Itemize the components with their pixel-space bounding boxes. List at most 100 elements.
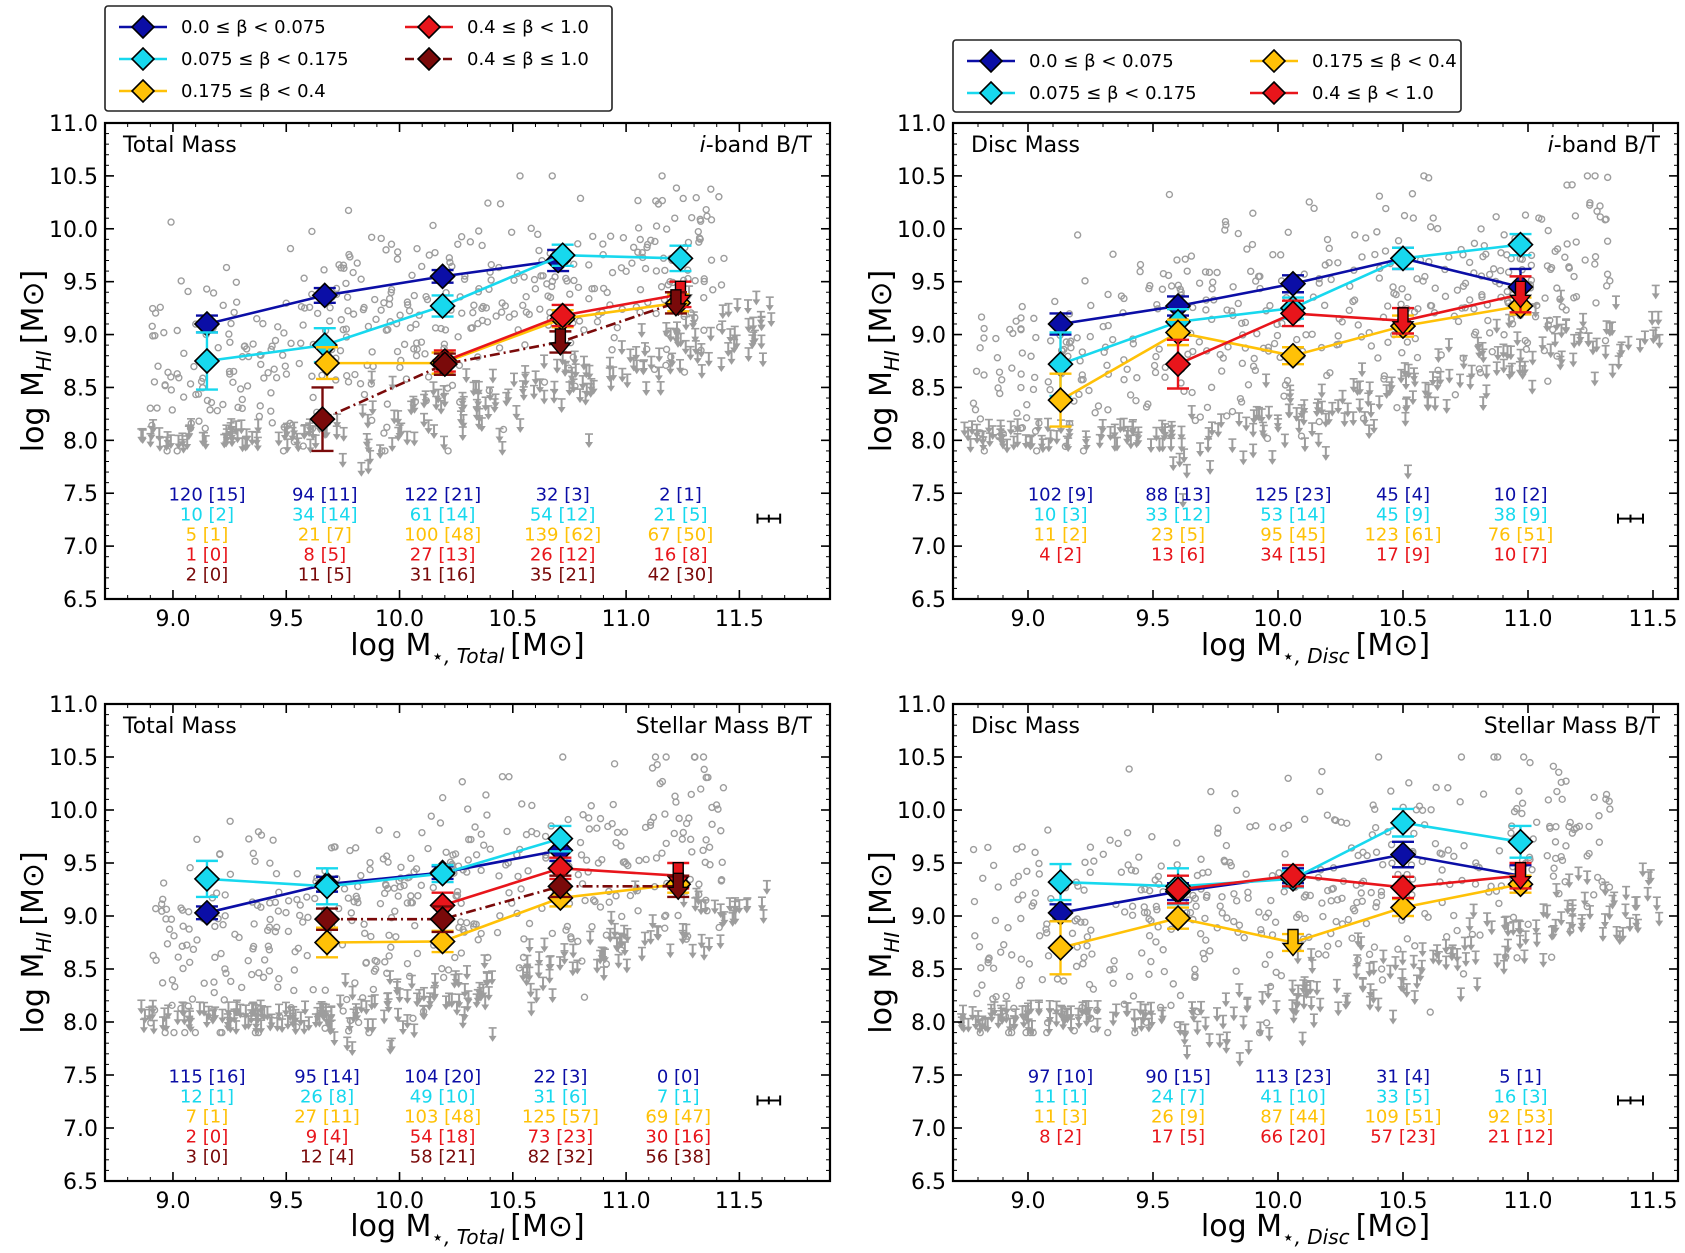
galaxy-limit-head xyxy=(1434,959,1443,966)
galaxy-point xyxy=(211,953,219,962)
galaxy-point xyxy=(151,904,160,913)
galaxy-limit-head xyxy=(1126,443,1135,450)
galaxy-point xyxy=(274,907,283,915)
galaxy-point xyxy=(186,380,195,388)
galaxy-point xyxy=(1357,889,1365,897)
galaxy-point xyxy=(454,333,462,341)
galaxy-point xyxy=(219,301,227,310)
x-label-sub: ⋆, Total xyxy=(431,644,504,668)
galaxy-point xyxy=(1398,285,1406,293)
galaxy-limit-head xyxy=(1499,352,1508,359)
legend-label: 0.075 ≤ β < 0.175 xyxy=(1029,83,1197,104)
galaxy-point xyxy=(396,363,404,372)
galaxy-point xyxy=(1485,270,1494,279)
galaxy-limit-head xyxy=(654,375,663,382)
galaxy-point xyxy=(1602,282,1611,290)
galaxy-point xyxy=(1247,267,1255,276)
galaxy-limit-head xyxy=(363,422,372,429)
galaxy-point xyxy=(1330,816,1339,824)
galaxy-point xyxy=(609,800,617,809)
galaxy-point xyxy=(1605,797,1613,805)
galaxy-point xyxy=(251,857,259,865)
galaxy-limit-head xyxy=(679,901,688,908)
galaxy-point xyxy=(1208,285,1216,293)
galaxy-limit-head xyxy=(1046,438,1055,445)
galaxy-point xyxy=(380,429,388,437)
galaxy-point xyxy=(464,856,472,864)
galaxy-point xyxy=(1106,966,1114,974)
galaxy-limit-head xyxy=(727,358,736,365)
galaxy-point xyxy=(236,385,245,393)
galaxy-point xyxy=(980,371,988,379)
galaxy-limit-head xyxy=(691,905,700,912)
galaxy-point xyxy=(292,1023,301,1031)
galaxy-limit-head xyxy=(656,389,665,396)
galaxy-limit-head xyxy=(1175,461,1184,468)
galaxy-limit-head xyxy=(504,397,513,404)
galaxy-limit-head xyxy=(1401,420,1410,427)
galaxy-point xyxy=(1562,777,1570,785)
galaxy-point xyxy=(1152,352,1160,361)
galaxy-point xyxy=(522,292,530,301)
galaxy-limit-head xyxy=(759,917,768,924)
galaxy-limit-head xyxy=(386,1048,395,1055)
galaxy-point xyxy=(269,836,277,844)
galaxy-limit-head xyxy=(1640,339,1649,346)
galaxy-point xyxy=(1255,908,1263,916)
galaxy-limit-head xyxy=(1095,442,1104,449)
galaxy-point xyxy=(193,835,201,844)
galaxy-point xyxy=(255,969,263,977)
legend-label: 0.075 ≤ β < 0.175 xyxy=(181,49,349,70)
galaxy-point xyxy=(498,772,507,781)
galaxy-point xyxy=(1444,784,1452,792)
galaxy-point xyxy=(1400,211,1409,220)
legend-diamond xyxy=(130,14,156,40)
galaxy-point xyxy=(700,326,708,334)
galaxy-limit-head xyxy=(393,1016,402,1023)
panel-title-right: Stellar Mass B/T xyxy=(636,714,813,739)
galaxy-point xyxy=(1017,325,1025,334)
galaxy-point xyxy=(570,276,578,285)
galaxy-point xyxy=(305,303,314,311)
galaxy-point xyxy=(1466,296,1474,304)
galaxy-point xyxy=(393,255,402,263)
galaxy-point xyxy=(1326,369,1334,377)
galaxy-point xyxy=(629,243,638,252)
galaxy-point xyxy=(686,875,694,884)
galaxy-point xyxy=(1035,870,1043,878)
galaxy-point xyxy=(1201,268,1210,276)
galaxy-point xyxy=(178,942,186,950)
galaxy-point xyxy=(418,262,426,271)
y-axis-label: log MHI[M⊙] xyxy=(16,270,56,453)
galaxy-limit-head xyxy=(1516,357,1525,364)
galaxy-point xyxy=(460,275,469,283)
galaxy-limit-head xyxy=(430,432,439,439)
galaxy-point xyxy=(474,936,482,944)
galaxy-point xyxy=(1014,872,1023,881)
galaxy-point xyxy=(293,870,301,878)
galaxy-limit-head xyxy=(1543,326,1552,333)
galaxy-point xyxy=(1593,207,1601,215)
galaxy-point xyxy=(1263,434,1272,443)
x-tick-label: 10.0 xyxy=(375,1189,424,1214)
galaxy-point xyxy=(451,850,460,858)
galaxy-point xyxy=(1186,908,1195,917)
galaxy-limit-head xyxy=(701,907,710,914)
galaxy-point xyxy=(257,903,265,911)
galaxy-point xyxy=(1143,908,1152,917)
galaxy-point xyxy=(471,823,479,831)
data-point xyxy=(1279,342,1307,369)
galaxy-point xyxy=(244,956,252,965)
galaxy-point xyxy=(221,965,229,973)
galaxy-point xyxy=(422,292,430,301)
galaxy-point xyxy=(1195,338,1204,346)
galaxy-limit-head xyxy=(1268,458,1277,465)
galaxy-limit-head xyxy=(637,955,646,962)
galaxy-point xyxy=(709,286,717,294)
galaxy-point xyxy=(505,889,513,897)
galaxy-point xyxy=(387,285,396,294)
galaxy-limit-head xyxy=(395,996,404,1003)
galaxy-point xyxy=(1023,401,1031,409)
galaxy-point xyxy=(1354,321,1362,329)
galaxy-point xyxy=(1365,950,1374,959)
